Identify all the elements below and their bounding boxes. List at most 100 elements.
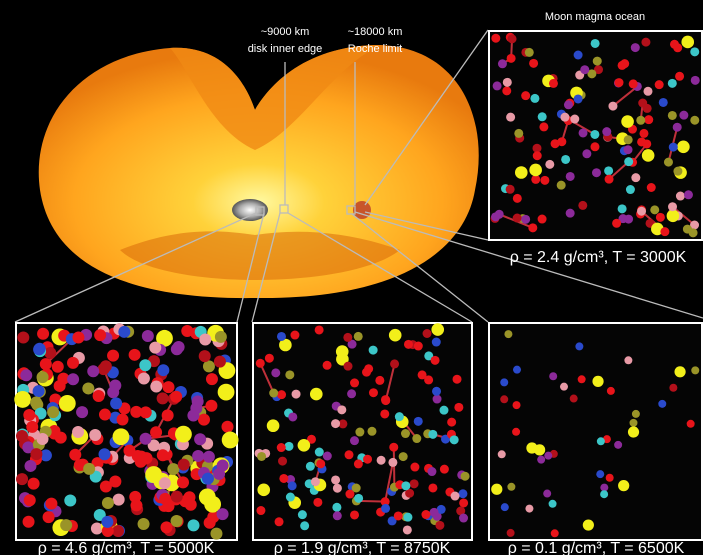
atom — [350, 436, 359, 445]
atom — [59, 395, 76, 412]
atom — [540, 176, 549, 185]
atom — [631, 173, 640, 182]
atom — [491, 484, 502, 495]
atom — [185, 499, 197, 511]
atom — [428, 430, 437, 439]
atom — [369, 388, 378, 397]
atom — [560, 113, 569, 122]
atom — [508, 34, 517, 43]
atom — [389, 329, 402, 342]
atom — [513, 194, 522, 203]
atom — [213, 468, 225, 480]
atom — [17, 332, 29, 344]
atom — [624, 135, 633, 144]
atom — [404, 340, 413, 349]
atom — [590, 142, 599, 151]
atom — [300, 521, 309, 530]
atom — [323, 361, 332, 370]
atom — [187, 410, 199, 422]
atom — [414, 417, 423, 426]
atom — [381, 395, 390, 404]
atom — [624, 145, 633, 154]
atom — [590, 130, 599, 139]
atom — [643, 87, 652, 96]
atom — [643, 104, 652, 113]
atom — [279, 474, 288, 483]
atom — [570, 115, 579, 124]
atom — [447, 418, 456, 427]
atom — [389, 443, 398, 452]
atom — [390, 359, 399, 368]
atom — [637, 207, 646, 216]
atom — [60, 519, 72, 531]
atom — [618, 204, 627, 213]
atom — [30, 448, 42, 460]
atom — [37, 433, 49, 445]
atom — [493, 81, 502, 90]
atom — [525, 505, 533, 513]
atom — [410, 463, 419, 472]
atom — [606, 474, 614, 482]
atom — [454, 403, 463, 412]
atom — [215, 331, 227, 343]
atom — [34, 343, 46, 355]
figure: ~9000 km disk inner edge ~18000 km Roche… — [0, 0, 703, 555]
atom — [33, 385, 45, 397]
atom — [551, 139, 560, 148]
atom — [100, 360, 112, 372]
atom — [37, 371, 49, 383]
atom — [607, 387, 615, 395]
atom — [337, 405, 346, 414]
atom — [138, 372, 150, 384]
atom — [388, 458, 397, 467]
atom — [582, 149, 591, 158]
atom — [578, 375, 586, 383]
atom — [332, 503, 341, 512]
atom — [354, 494, 363, 503]
atom — [206, 373, 218, 385]
atom — [628, 426, 639, 437]
atom — [658, 400, 666, 408]
atom — [138, 518, 150, 530]
atom — [414, 342, 423, 351]
atom — [350, 378, 359, 387]
atom — [76, 406, 88, 418]
atom — [352, 484, 361, 493]
atom — [574, 94, 583, 103]
atom — [557, 181, 566, 190]
atom — [192, 450, 204, 462]
atom — [292, 390, 301, 399]
atom — [257, 484, 270, 497]
atom — [355, 428, 364, 437]
atom — [421, 510, 430, 519]
atom — [498, 59, 507, 68]
atom — [350, 510, 359, 519]
atom — [592, 376, 603, 387]
atom — [20, 369, 32, 381]
atom — [140, 433, 152, 445]
atom — [677, 141, 690, 154]
atom — [394, 511, 403, 520]
atom — [668, 79, 677, 88]
atom — [102, 497, 114, 509]
atom — [323, 451, 332, 460]
atom — [681, 36, 694, 49]
atom — [210, 528, 222, 540]
atom — [99, 409, 111, 421]
atom — [194, 433, 206, 445]
atom — [87, 365, 99, 377]
label: Roche limit — [348, 43, 402, 55]
atom — [673, 167, 682, 176]
atom — [551, 529, 559, 537]
atom — [675, 72, 684, 81]
atom — [315, 325, 324, 334]
atom — [579, 128, 588, 137]
atom — [311, 477, 320, 486]
atom — [621, 115, 634, 128]
atom — [157, 364, 169, 376]
atom — [333, 511, 342, 520]
atom — [667, 210, 680, 223]
atom — [690, 116, 699, 125]
atom — [624, 157, 633, 166]
atom — [170, 391, 182, 403]
